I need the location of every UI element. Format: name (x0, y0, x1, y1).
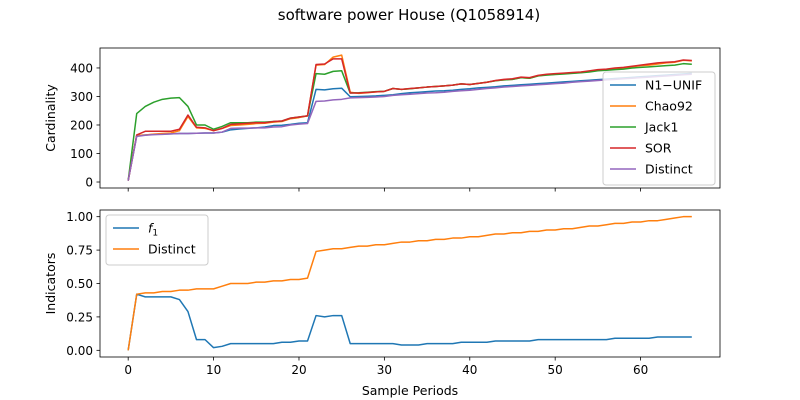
y-tick-label: 300 (70, 90, 93, 104)
y-tick-label: 200 (70, 118, 93, 132)
series-line-0 (127, 293, 692, 351)
y-axis-label: Cardinality (43, 84, 58, 152)
x-tick-label: 10 (206, 363, 221, 377)
legend-label-main: f (148, 221, 154, 236)
legend-box (105, 214, 209, 266)
legend-label: Jack1 (644, 120, 678, 135)
legend-box (602, 71, 716, 186)
x-tick-label: 30 (377, 363, 392, 377)
y-tick-label: 0 (85, 176, 93, 190)
y-axis-label: Indicators (43, 253, 58, 315)
legend-label: Chao92 (645, 99, 693, 114)
y-tick-label: 0.25 (66, 310, 93, 324)
x-tick-label: 50 (548, 363, 563, 377)
series-line-4 (127, 73, 692, 181)
x-tick-label: 60 (633, 363, 648, 377)
legend-label: Distinct (645, 162, 693, 177)
legend-label-subscript: 1 (152, 229, 158, 239)
y-tick-label: 1.00 (66, 210, 93, 224)
series-line-1 (127, 215, 692, 351)
x-tick-label: 20 (291, 363, 306, 377)
cardinality-panel: 0 100 200 300 400 Cardinality N1−UNIF Chao92 Jac… (43, 47, 721, 192)
y-tick-label: 100 (70, 147, 93, 161)
y-tick-label: 400 (70, 61, 93, 75)
x-tick-label: 0 (124, 363, 132, 377)
legend-label: f1 (148, 221, 158, 239)
chart-title: software power House (Q1058914) (278, 6, 540, 24)
legend-label: Distinct (148, 242, 196, 257)
legend-label: N1−UNIF (645, 78, 702, 93)
y-tick-label: 0.75 (66, 244, 93, 258)
y-tick-label: 0.50 (66, 277, 93, 291)
x-tick-label: 40 (462, 363, 477, 377)
x-axis-label: Sample Periods (362, 383, 458, 398)
series-line-3 (127, 58, 692, 181)
legend-label: SOR (645, 141, 672, 156)
axes-frame (99, 47, 721, 189)
y-tick-label: 0.00 (66, 344, 93, 358)
indicators-panel: 0 10 20 30 40 50 60 0.00 0.25 0.50 0.75 1.00 Indicat… (43, 209, 721, 398)
